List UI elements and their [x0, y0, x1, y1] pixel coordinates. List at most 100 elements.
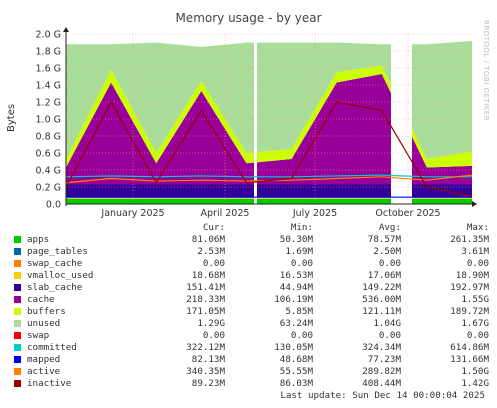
legend-row-active: active 340.35M 55.55M 289.82M 1.50G — [12, 366, 492, 378]
legend-swatch — [14, 260, 21, 267]
legend-name: mapped — [27, 354, 61, 365]
legend-swatch — [14, 320, 21, 327]
legend-swatch — [14, 284, 21, 291]
legend-row-swap_cache: swap_cache 0.00 0.00 0.00 0.00 — [12, 258, 492, 270]
legend-avg: 536.00M — [362, 294, 401, 305]
y-tick-label-7: 1.4 G — [36, 81, 62, 92]
legend-header-max: Max: — [466, 222, 489, 233]
area-buffers — [66, 65, 472, 168]
legend-max: 1.42G — [461, 378, 489, 389]
legend-swatch — [14, 332, 21, 339]
legend-cur: 81.06M — [191, 234, 225, 245]
legend-avg: 289.82M — [362, 366, 401, 377]
legend-cur: 82.13M — [191, 354, 225, 365]
line-committed — [65, 174, 472, 178]
area-apps — [66, 198, 472, 204]
x-tick-label-0: January 2025 — [100, 208, 164, 219]
legend-max: 18.90M — [455, 270, 489, 281]
y-tick-label-1: 0.2 G — [36, 183, 62, 194]
legend-avg: 17.06M — [367, 270, 401, 281]
legend-row-inactive: inactive 89.23M 86.03M 408.44M 1.42G — [12, 378, 492, 390]
legend-row-page_tables: page_tables 2.53M 1.69M 2.50M 3.61M — [12, 246, 492, 258]
legend-cur: 340.35M — [186, 366, 225, 377]
area-slab_cache — [66, 184, 472, 198]
legend-min: 55.55M — [279, 366, 313, 377]
y-tick-label-0: 0.0 — [46, 200, 61, 211]
legend-max: 261.35M — [450, 234, 489, 245]
legend-max: 0.00 — [466, 330, 489, 341]
legend-header: Cur: Min: Avg: Max: — [12, 222, 492, 234]
legend-swatch — [14, 380, 21, 387]
legend-max: 1.50G — [461, 366, 489, 377]
legend-row-apps: apps 81.06M 50.30M 78.57M 261.35M — [12, 234, 492, 246]
x-tick-labels: January 2025 April 2025 July 2025 October 2… — [100, 208, 440, 219]
legend-row-unused: unused 1.29G 63.24M 1.04G 1.67G — [12, 318, 492, 330]
legend-min: 106.19M — [274, 294, 313, 305]
legend: Cur: Min: Avg: Max: apps 81.06M 50.30M 78.5… — [12, 222, 492, 390]
legend-cur: 322.12M — [186, 342, 225, 353]
memory-chart: 0.0 0.2 G 0.4 G 0.6 G 0.8 G 1.0 G 1.2 G 1.4 G 1.… — [36, 27, 477, 219]
legend-cur: 18.68M — [191, 270, 225, 281]
legend-min: 0.00 — [290, 330, 313, 341]
legend-swatch — [14, 296, 21, 303]
legend-cur: 0.00 — [202, 258, 225, 269]
legend-avg: 121.11M — [362, 306, 401, 317]
legend-swatch — [14, 344, 21, 351]
legend-min: 1.69M — [285, 246, 313, 257]
legend-name: unused — [27, 318, 61, 329]
legend-name: committed — [27, 342, 77, 353]
line-inactive — [65, 100, 473, 197]
legend-cur: 171.05M — [186, 306, 225, 317]
y-tick-label-4: 0.8 G — [36, 132, 62, 143]
chart-title: Memory usage - by year — [175, 11, 322, 25]
last-update: Last update: Sun Dec 14 00:00:04 2025 — [280, 390, 485, 401]
legend-cur: 218.33M — [186, 294, 225, 305]
legend-name: swap_cache — [27, 258, 83, 269]
legend-name: buffers — [27, 306, 66, 317]
legend-avg: 0.00 — [378, 330, 401, 341]
y-tick-label-6: 1.2 G — [36, 98, 62, 109]
legend-name: cache — [27, 294, 55, 305]
x-axis-arrow — [472, 201, 477, 207]
legend-cur: 1.29G — [197, 318, 225, 329]
legend-avg: 0.00 — [378, 258, 401, 269]
legend-cur: 151.41M — [186, 282, 225, 293]
gap-band-1 — [391, 32, 412, 204]
data-gaps — [254, 32, 412, 204]
legend-row-buffers: buffers 171.05M 5.85M 121.11M 189.72M — [12, 306, 492, 318]
y-tick-label-2: 0.4 G — [36, 166, 62, 177]
legend-name: active — [27, 366, 61, 377]
area-unused — [66, 40, 472, 160]
gap-band-0 — [254, 32, 257, 204]
y-tick-label-9: 1.8 G — [36, 47, 62, 58]
legend-max: 1.55G — [461, 294, 489, 305]
legend-swatch — [14, 356, 21, 363]
rrdtool-watermark: RRDTOOL / TOBI OETIKER — [482, 20, 490, 122]
legend-cur: 2.53M — [197, 246, 225, 257]
y-tick-label-5: 1.0 G — [36, 115, 62, 126]
legend-swatch — [14, 272, 21, 279]
legend-min: 50.30M — [279, 234, 313, 245]
legend-header-min: Min: — [290, 222, 313, 233]
overlay-lines — [65, 100, 473, 198]
legend-avg: 2.50M — [373, 246, 401, 257]
legend-row-mapped: mapped 82.13M 48.68M 77.23M 131.66M — [12, 354, 492, 366]
legend-min: 5.85M — [285, 306, 313, 317]
legend-min: 63.24M — [279, 318, 313, 329]
legend-cur: 89.23M — [191, 378, 225, 389]
y-tick-labels: 0.0 0.2 G 0.4 G 0.6 G 0.8 G 1.0 G 1.2 G 1.4 G 1.… — [36, 30, 62, 211]
legend-header-cur: Cur: — [202, 222, 225, 233]
legend-swatch — [14, 248, 21, 255]
legend-swatch — [14, 368, 21, 375]
x-tick-label-2: July 2025 — [292, 208, 337, 219]
legend-row-cache: cache 218.33M 106.19M 536.00M 1.55G — [12, 294, 492, 306]
legend-name: inactive — [27, 378, 72, 389]
area-cache — [66, 74, 472, 185]
legend-avg: 77.23M — [367, 354, 401, 365]
legend-max: 189.72M — [450, 306, 489, 317]
legend-min: 16.53M — [279, 270, 313, 281]
legend-name: page_tables — [27, 246, 88, 257]
legend-row-committed: committed 322.12M 130.05M 324.34M 614.86M — [12, 342, 492, 354]
legend-header-avg: Avg: — [378, 222, 401, 233]
y-axis-arrow — [63, 27, 69, 32]
